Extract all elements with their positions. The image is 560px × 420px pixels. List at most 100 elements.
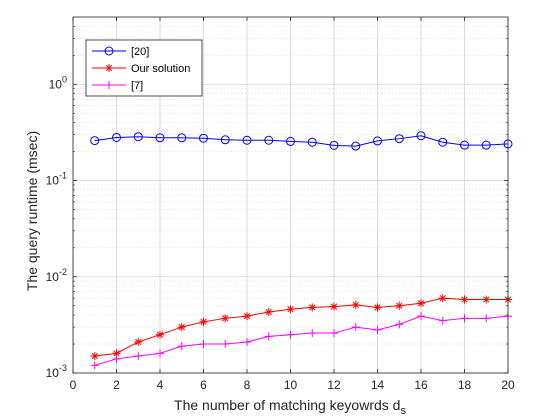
data-point xyxy=(460,140,469,150)
plot-series xyxy=(90,131,513,370)
data-point xyxy=(177,342,186,351)
data-point xyxy=(112,132,121,142)
marker-stroke xyxy=(352,301,359,309)
marker-stroke xyxy=(439,294,446,302)
data-point xyxy=(220,135,230,145)
data-point xyxy=(330,329,338,338)
data-point xyxy=(221,314,230,323)
marker-stroke xyxy=(309,304,316,311)
marker-stroke xyxy=(417,300,425,307)
tick-labels: 0 2 4 6 8 10 12 14 16 18 20 10-3 10-2 10-1 100 xyxy=(46,74,515,392)
data-point xyxy=(438,137,448,147)
marker-stroke xyxy=(222,315,229,322)
marker-stroke xyxy=(461,296,468,303)
marker-stroke xyxy=(156,331,164,338)
data-point xyxy=(482,314,491,323)
x-tick-label: 6 xyxy=(200,378,207,392)
data-point xyxy=(243,337,251,346)
x-tick-label: 12 xyxy=(327,378,341,392)
data-point xyxy=(351,323,360,332)
data-point xyxy=(156,349,164,358)
x-tick-label: 14 xyxy=(371,378,385,392)
legend-entry-0: [20] xyxy=(92,46,149,58)
data-point xyxy=(134,337,143,346)
data-point xyxy=(105,64,113,72)
data-point xyxy=(394,134,404,144)
legend-label: Our solution xyxy=(131,63,190,75)
y-axis-label: The query runtime (msec) xyxy=(24,131,40,291)
data-point xyxy=(155,133,165,143)
legend: [20] Our solution [7] xyxy=(85,39,203,97)
data-point xyxy=(329,140,339,150)
legend-entry-1: Our solution xyxy=(92,63,190,75)
data-point xyxy=(460,314,469,323)
marker-stroke xyxy=(105,64,113,72)
marker-stroke xyxy=(396,302,403,309)
data-point xyxy=(482,295,491,304)
marker-stroke xyxy=(330,303,338,310)
data-point xyxy=(90,361,99,370)
data-point xyxy=(243,312,251,321)
data-point xyxy=(395,320,404,329)
data-point xyxy=(308,329,317,338)
x-axis-label: The number of matching keyowrds ds xyxy=(174,397,406,417)
data-point xyxy=(416,131,426,141)
data-point xyxy=(156,330,164,339)
marker-stroke xyxy=(243,312,251,320)
data-point xyxy=(373,325,382,334)
series-0 xyxy=(90,131,513,151)
data-point xyxy=(242,135,252,145)
data-point xyxy=(221,340,230,349)
series-1 xyxy=(90,294,512,361)
data-point xyxy=(373,303,382,312)
data-point xyxy=(417,312,425,321)
data-point xyxy=(199,340,208,349)
y-tick-label: 10-3 xyxy=(46,363,67,380)
data-point xyxy=(105,81,113,89)
data-point xyxy=(177,133,187,143)
data-point xyxy=(460,295,469,304)
series-line xyxy=(94,297,508,357)
data-point xyxy=(395,301,404,310)
marker-stroke xyxy=(135,338,142,346)
data-point xyxy=(438,294,447,303)
data-point xyxy=(177,323,186,332)
data-point xyxy=(286,330,295,339)
data-point xyxy=(199,133,208,143)
legend-label: [7] xyxy=(131,80,143,92)
y-tick-label: 100 xyxy=(49,74,67,91)
data-point xyxy=(133,132,143,142)
data-point xyxy=(286,136,295,146)
series-line xyxy=(94,315,509,366)
series-2 xyxy=(90,312,512,370)
data-point xyxy=(264,308,273,317)
marker-stroke xyxy=(200,318,207,326)
data-point xyxy=(286,305,295,314)
x-tick-label: 20 xyxy=(501,378,515,392)
marker-stroke xyxy=(287,306,294,313)
data-point xyxy=(199,317,208,326)
data-point xyxy=(308,303,317,312)
marker-stroke xyxy=(265,308,272,316)
data-point xyxy=(417,299,425,308)
x-tick-label: 4 xyxy=(157,378,164,392)
marker-stroke xyxy=(91,352,98,360)
marker-stroke xyxy=(483,296,490,303)
data-point xyxy=(373,136,382,146)
axes-frame xyxy=(72,16,509,374)
x-tick-label: 2 xyxy=(113,378,120,392)
x-tick-label: 8 xyxy=(244,378,251,392)
data-point xyxy=(351,141,361,151)
data-point xyxy=(438,316,447,325)
data-point xyxy=(112,354,121,363)
data-point xyxy=(90,352,99,361)
legend-label: [20] xyxy=(131,46,149,58)
data-point xyxy=(112,349,121,358)
x-tick-label: 10 xyxy=(284,378,298,392)
y-tick-label: 10-1 xyxy=(46,171,67,188)
marker-stroke xyxy=(113,350,120,357)
marker-stroke xyxy=(178,323,185,331)
x-tick-label: 0 xyxy=(70,378,77,392)
